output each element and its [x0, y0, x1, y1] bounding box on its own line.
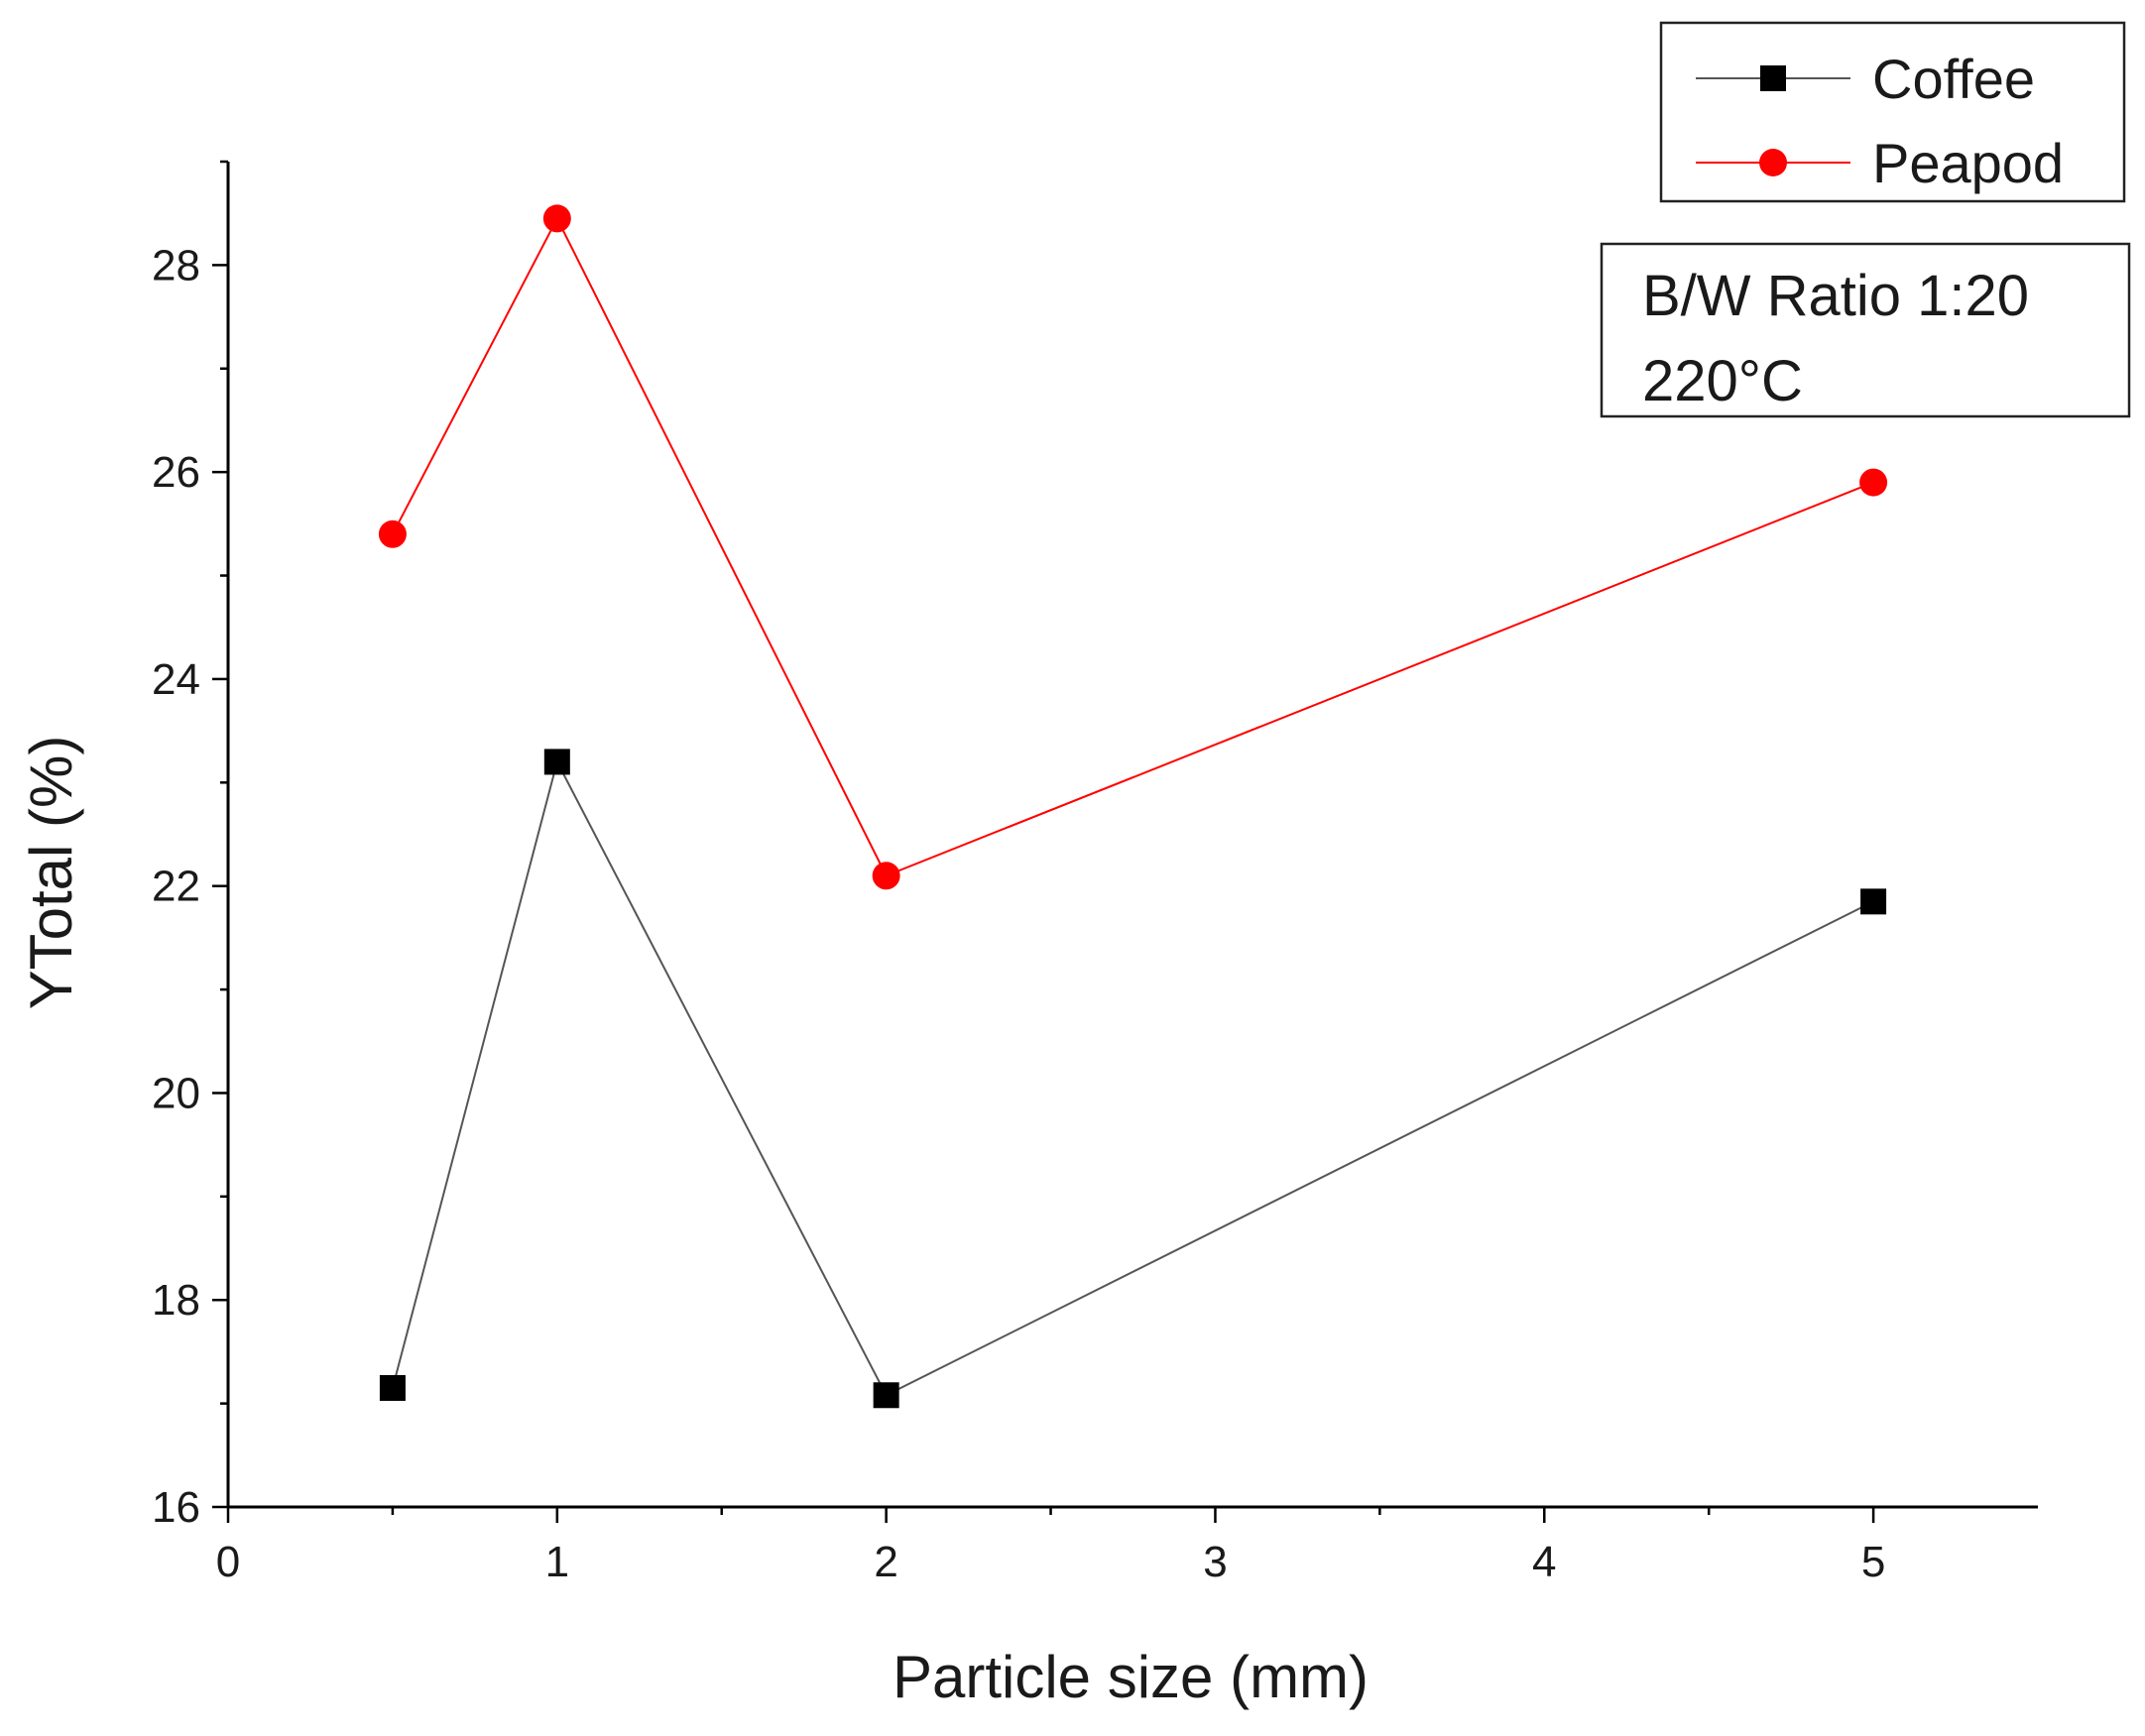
series-coffee	[379, 749, 1887, 1409]
data-point-coffee	[543, 749, 570, 775]
series-layer	[378, 204, 1888, 1409]
y-axis-title: YTotal (%)	[18, 736, 84, 1010]
series-peapod	[378, 204, 1888, 890]
x-tick-label: 1	[545, 1538, 569, 1586]
x-tick-label: 4	[1532, 1538, 1556, 1586]
data-point-peapod	[872, 862, 900, 890]
y-tick-label: 16	[152, 1483, 200, 1532]
data-point-coffee	[873, 1382, 899, 1409]
legend-marker-coffee	[1760, 65, 1786, 91]
y-ticks: 16 18 20 22 24 26 28	[152, 160, 228, 1532]
data-point-peapod	[1859, 468, 1888, 497]
annotation-frame	[1600, 242, 2131, 418]
series-line-coffee	[391, 758, 1874, 1397]
data-point-peapod	[542, 204, 571, 233]
data-point-coffee	[379, 1374, 406, 1401]
x-tick-label: 0	[216, 1538, 240, 1586]
annotation-line-2: 220°C	[1642, 349, 1803, 413]
axes	[226, 162, 2038, 1509]
series-line-peapod	[392, 216, 1874, 877]
x-tick-label: 3	[1203, 1538, 1227, 1586]
x-tick-label: 2	[874, 1538, 897, 1586]
legend: Coffee Peapod	[1659, 21, 2126, 203]
annotation-box: B/W Ratio 1:20 220°C	[1600, 242, 2131, 418]
x-axis-title: Particle size (mm)	[893, 1644, 1369, 1710]
data-point-peapod	[378, 520, 407, 548]
legend-label-peapod: Peapod	[1872, 132, 2064, 194]
annotation-line-1: B/W Ratio 1:20	[1642, 264, 2029, 328]
data-point-coffee	[1860, 888, 1887, 915]
y-tick-label: 24	[152, 655, 200, 704]
y-tick-label: 18	[152, 1276, 200, 1325]
x-tick-label: 5	[1861, 1538, 1885, 1586]
legend-box	[1659, 21, 2126, 203]
legend-marker-peapod	[1759, 149, 1787, 176]
y-tick-label: 22	[152, 863, 200, 911]
y-tick-label: 26	[152, 448, 200, 497]
legend-label-coffee: Coffee	[1872, 48, 2035, 110]
y-tick-label: 28	[152, 241, 200, 289]
y-tick-label: 20	[152, 1069, 200, 1117]
x-ticks: 0 1 2 3 4 5	[216, 1507, 1885, 1586]
